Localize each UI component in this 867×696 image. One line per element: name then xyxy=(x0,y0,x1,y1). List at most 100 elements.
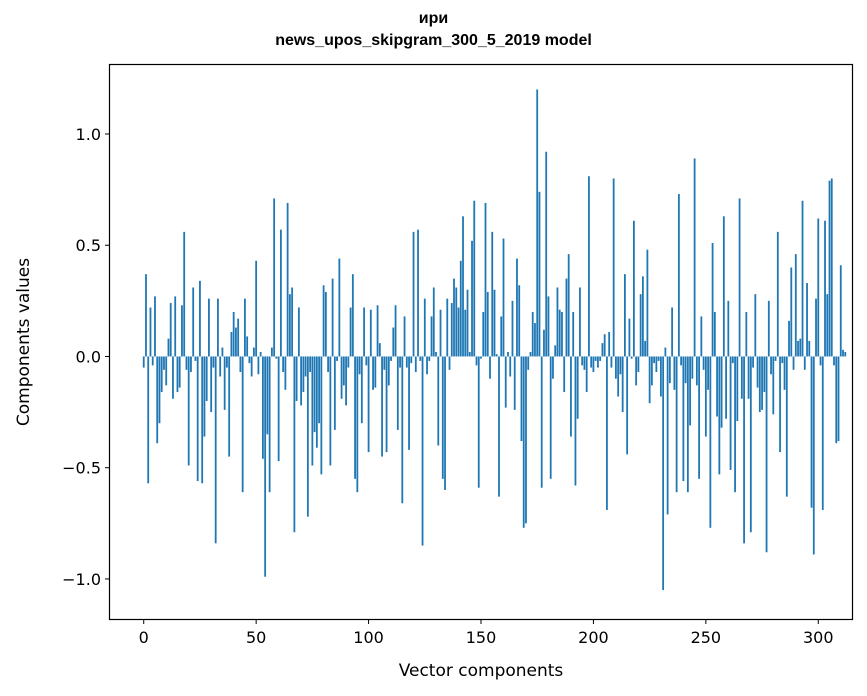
bar-component-89 xyxy=(342,356,345,386)
bar-component-262 xyxy=(731,356,734,364)
bar-component-231 xyxy=(662,356,665,591)
bar-component-73 xyxy=(306,356,309,517)
bar-component-253 xyxy=(711,242,714,357)
bar-component-250 xyxy=(704,356,707,437)
bar-component-109 xyxy=(387,356,390,386)
bar-component-24 xyxy=(196,356,199,482)
bar-component-298 xyxy=(812,356,815,555)
bar-component-217 xyxy=(630,356,633,359)
bar-component-80 xyxy=(322,285,325,357)
bar-component-138 xyxy=(453,278,455,357)
bar-component-62 xyxy=(282,356,285,373)
bar-component-294 xyxy=(803,356,806,370)
x-tick-label: 150 xyxy=(466,628,497,647)
bar-component-36 xyxy=(223,356,226,410)
bar-component-210 xyxy=(615,356,617,379)
bar-component-187 xyxy=(563,356,566,393)
bar-component-248 xyxy=(700,316,703,357)
bar-component-151 xyxy=(482,311,485,357)
bar-component-58 xyxy=(273,198,276,357)
bar-component-65 xyxy=(288,294,291,357)
bar-component-153 xyxy=(486,291,489,357)
bar-component-258 xyxy=(722,216,725,357)
bar-component-130 xyxy=(435,352,437,357)
bar-component-69 xyxy=(297,307,300,357)
bar-component-87 xyxy=(338,258,341,357)
bar-component-125 xyxy=(423,298,426,357)
bar-component-115 xyxy=(401,356,404,504)
bar-component-214 xyxy=(624,274,626,357)
bar-component-23 xyxy=(194,356,197,361)
bar-component-148 xyxy=(475,356,478,366)
bar-component-64 xyxy=(286,202,289,357)
bar-component-18 xyxy=(183,231,186,357)
bar-component-245 xyxy=(693,158,696,357)
bar-component-111 xyxy=(392,327,395,357)
bar-component-12 xyxy=(169,303,172,357)
bar-component-167 xyxy=(518,285,521,357)
bar-component-225 xyxy=(648,356,651,404)
bar-component-160 xyxy=(502,238,505,357)
bar-component-180 xyxy=(547,296,550,357)
y-tick-label: 0.0 xyxy=(76,347,101,366)
bar-component-95 xyxy=(356,356,359,493)
bar-component-183 xyxy=(554,345,557,357)
bar-component-96 xyxy=(358,356,361,375)
bar-component-81 xyxy=(324,291,327,357)
x-tick-label: 50 xyxy=(246,628,266,647)
bar-component-196 xyxy=(583,356,586,370)
bar-component-209 xyxy=(612,178,615,357)
plot-frame xyxy=(108,63,854,621)
bar-component-308 xyxy=(835,356,838,444)
bar-component-46 xyxy=(246,336,249,357)
bar-component-268 xyxy=(745,311,748,357)
bar-component-135 xyxy=(446,298,449,357)
bar-component-27 xyxy=(203,356,206,437)
bar-component-50 xyxy=(255,260,258,357)
bar-component-252 xyxy=(709,356,712,528)
bar-component-227 xyxy=(653,356,656,364)
bar-component-165 xyxy=(513,356,516,410)
bar-component-44 xyxy=(241,356,244,493)
bar-component-173 xyxy=(531,311,534,357)
y-axis-label: Components values xyxy=(14,258,34,426)
bar-component-112 xyxy=(394,305,397,357)
bar-component-60 xyxy=(277,356,280,462)
bar-component-120 xyxy=(412,231,415,357)
bar-component-199 xyxy=(590,356,593,368)
bar-component-6 xyxy=(156,356,159,444)
bar-component-33 xyxy=(217,298,219,357)
bar-component-134 xyxy=(444,356,446,490)
bar-component-203 xyxy=(599,356,602,361)
bar-component-143 xyxy=(464,309,467,357)
bar-component-289 xyxy=(792,356,795,370)
bar-component-236 xyxy=(673,356,676,390)
bar-component-116 xyxy=(403,316,406,357)
bar-component-102 xyxy=(372,356,374,390)
bar-component-237 xyxy=(675,356,678,493)
x-tick-label: 100 xyxy=(353,628,384,647)
bar-component-246 xyxy=(695,356,698,386)
bar-component-221 xyxy=(639,294,642,357)
bar-component-15 xyxy=(176,356,179,393)
bar-component-311 xyxy=(842,349,844,357)
bar-component-21 xyxy=(190,356,192,373)
bar-component-16 xyxy=(178,356,181,388)
bar-component-156 xyxy=(493,289,496,357)
bar-component-201 xyxy=(594,356,597,361)
bar-component-39 xyxy=(230,331,233,357)
bar-component-142 xyxy=(462,216,464,357)
bar-component-30 xyxy=(210,356,213,413)
bar-component-299 xyxy=(815,298,817,357)
bar-component-101 xyxy=(369,309,372,357)
bar-component-158 xyxy=(498,356,500,497)
bar-component-166 xyxy=(516,258,518,357)
bar-component-304 xyxy=(826,294,829,357)
bar-component-312 xyxy=(844,352,847,357)
bar-component-22 xyxy=(192,287,195,357)
bar-component-220 xyxy=(637,356,640,373)
bar-component-171 xyxy=(527,356,530,370)
bar-component-254 xyxy=(713,311,716,357)
bar-component-66 xyxy=(291,287,294,357)
bar-component-140 xyxy=(457,307,460,357)
